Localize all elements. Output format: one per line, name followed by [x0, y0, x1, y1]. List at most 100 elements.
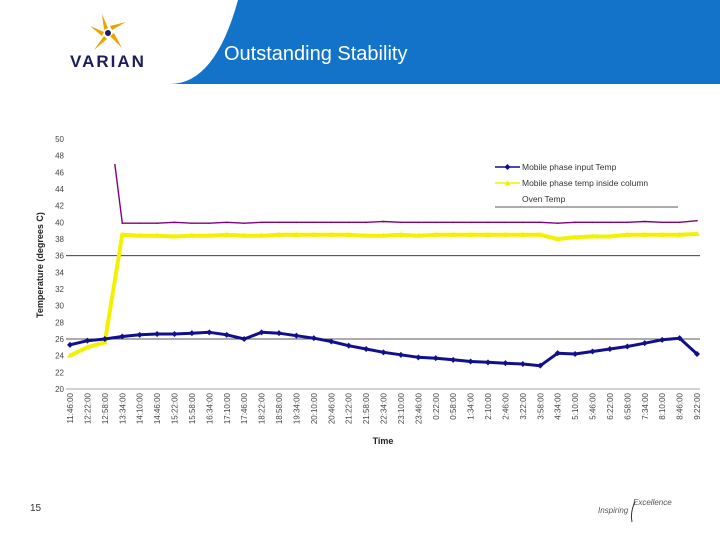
- data-point: [572, 351, 579, 357]
- data-point: [487, 221, 489, 224]
- data-point: [539, 221, 542, 224]
- data-point: [624, 231, 631, 237]
- data-point: [397, 351, 404, 358]
- data-point: [136, 232, 143, 238]
- x-tick-label: 20:10:00: [310, 392, 319, 424]
- data-point: [432, 355, 439, 362]
- x-tick-labels: 11:46:00 12:22:00 12:58:00 13:34:00 14:10:00…: [66, 392, 702, 424]
- data-point: [661, 221, 663, 224]
- grid-lines: [66, 255, 700, 340]
- y-tick-label: 30: [55, 302, 64, 311]
- data-point: [241, 232, 248, 238]
- data-point: [397, 231, 404, 237]
- y-tick-labels: 20 22 24 26 28 30 32 34 36 38 40 42 44 46 48 50: [55, 135, 64, 394]
- slide-header: VARIAN Outstanding Stability: [0, 0, 720, 84]
- series-layer: [67, 163, 700, 369]
- data-point: [556, 222, 559, 224]
- data-point: [434, 221, 437, 224]
- y-tick-label: 28: [55, 318, 64, 327]
- x-tick-label: 14:46:00: [153, 392, 162, 424]
- x-tick-label: 0:22:00: [432, 392, 441, 419]
- x-tick-label: 7:34:00: [641, 392, 650, 419]
- data-point: [626, 221, 629, 224]
- x-tick-label: 18:58:00: [275, 392, 284, 424]
- data-point: [136, 331, 143, 338]
- data-point: [415, 354, 422, 361]
- data-point: [624, 343, 631, 350]
- data-point: [188, 232, 195, 238]
- x-tick-label: 9:22:00: [693, 392, 702, 419]
- x-tick-label: 6:22:00: [606, 392, 615, 419]
- y-tick-label: 34: [55, 268, 64, 277]
- x-tick-label: 5:46:00: [589, 392, 598, 419]
- data-point: [121, 222, 124, 224]
- x-axis-title: Time: [373, 436, 394, 446]
- data-point: [589, 233, 596, 239]
- y-tick-label: 40: [55, 218, 64, 227]
- data-point: [363, 346, 370, 352]
- data-point: [295, 221, 298, 224]
- header-band: [0, 0, 720, 84]
- data-point: [467, 358, 474, 365]
- data-point: [225, 221, 228, 224]
- data-point: [606, 233, 613, 239]
- data-point: [188, 330, 195, 337]
- data-point: [694, 351, 700, 357]
- x-tick-label: 21:58:00: [362, 392, 371, 424]
- x-tick-label: 8:10:00: [658, 392, 667, 419]
- data-point: [467, 231, 474, 237]
- data-point: [365, 221, 367, 224]
- logo-text: VARIAN: [70, 52, 146, 71]
- data-point: [380, 232, 387, 238]
- y-tick-label: 44: [55, 185, 64, 194]
- x-tick-label: 21:22:00: [345, 392, 354, 424]
- y-tick-label: 48: [55, 152, 64, 161]
- y-tick-label: 20: [55, 385, 64, 394]
- data-point: [171, 233, 178, 239]
- varian-logo-icon: [90, 14, 126, 50]
- data-point: [415, 232, 422, 238]
- data-point: [504, 221, 507, 224]
- legend-label-oven-temp: Oven Temp: [522, 194, 566, 204]
- data-point: [310, 335, 317, 342]
- legend: Mobile phase input Temp Mobile phase tem…: [495, 162, 678, 208]
- data-point: [243, 222, 245, 224]
- data-point: [293, 332, 300, 339]
- data-point: [328, 338, 335, 345]
- data-point: [345, 342, 352, 349]
- y-tick-label: 26: [55, 335, 64, 344]
- x-tick-label: 23:10:00: [397, 392, 406, 424]
- x-tick-label: 12:22:00: [83, 392, 92, 424]
- data-point: [276, 330, 282, 337]
- data-point: [67, 352, 73, 358]
- data-point: [485, 231, 491, 237]
- data-point: [154, 331, 161, 337]
- data-point: [206, 329, 213, 336]
- data-point: [450, 231, 457, 237]
- data-point: [696, 219, 698, 222]
- data-point: [432, 231, 439, 237]
- data-point: [643, 220, 646, 223]
- y-tick-label: 22: [55, 368, 64, 377]
- data-point: [191, 222, 193, 224]
- data-point: [554, 350, 561, 357]
- data-point: [469, 221, 472, 224]
- x-tick-label: 1:34:00: [467, 392, 476, 419]
- legend-marker-diamond: [504, 164, 511, 170]
- y-tick-label: 24: [55, 352, 64, 361]
- x-tick-label: 2:46:00: [501, 392, 510, 419]
- series-line: [69, 330, 699, 368]
- x-tick-label: 12:58:00: [101, 392, 110, 424]
- x-tick-label: 16:34:00: [205, 392, 214, 424]
- data-point: [537, 231, 544, 237]
- data-point: [678, 221, 681, 224]
- data-point: [659, 336, 666, 343]
- data-point: [328, 231, 335, 237]
- data-point: [522, 221, 524, 224]
- data-point: [502, 360, 509, 367]
- data-point: [676, 335, 683, 342]
- data-point: [154, 232, 161, 238]
- data-point: [591, 221, 594, 224]
- data-point: [119, 333, 126, 340]
- x-tick-label: 19:34:00: [292, 392, 301, 424]
